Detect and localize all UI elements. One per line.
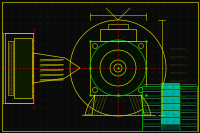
Bar [161, 83, 180, 89]
Bar [161, 118, 180, 124]
Bar [161, 104, 180, 110]
Bar [14, 38, 32, 98]
Bar [161, 111, 180, 117]
Bar [142, 86, 197, 131]
Bar [161, 87, 180, 130]
Bar [108, 24, 128, 29]
Bar [90, 41, 146, 95]
Bar [161, 90, 180, 96]
Bar [161, 97, 180, 103]
Bar [8, 41, 13, 95]
Bar [100, 29, 136, 41]
Bar [5, 33, 33, 103]
